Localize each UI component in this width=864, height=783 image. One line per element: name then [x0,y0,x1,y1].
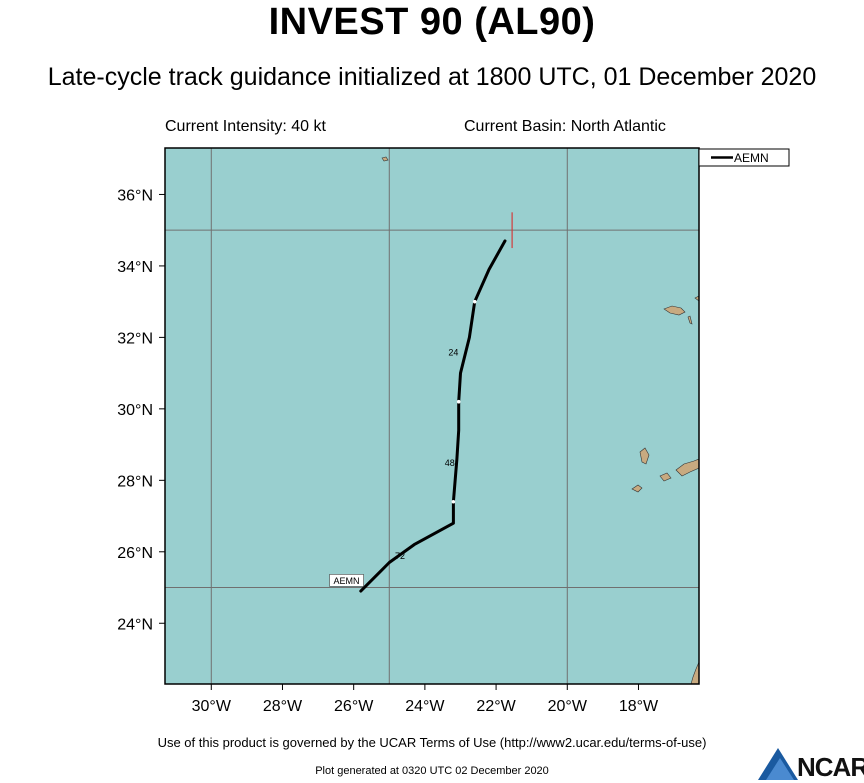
terms-of-use: Use of this product is governed by the U… [157,735,707,750]
current-intensity: Current Intensity: 40 kt [165,118,326,135]
tau-label: 24 [448,347,458,357]
ncar-logo-text: NCAR [797,752,864,782]
lon-tick-label: 30°W [192,698,232,715]
legend-box [698,148,790,167]
land-madeira [663,305,686,316]
generated-time: Plot generated at 0320 UTC 02 December 2… [315,765,549,777]
legend: AEMN [698,148,790,167]
lon-tick-label: 26°W [334,698,374,715]
land-porto-santo [694,295,699,302]
lon-tick-label: 28°W [263,698,303,715]
ncar-logo-icon [758,748,798,780]
track-end-label: AEMN [334,576,360,586]
track-end-label-box [329,574,364,587]
lon-axis: 30°W 28°W 26°W 24°W 22°W 20°W 18°W [192,684,659,715]
land-gomera [659,472,672,482]
tau-marker [472,299,477,304]
lon-tick-label: 20°W [548,698,588,715]
land-el-hierro [631,484,643,493]
ocean-area [165,148,699,684]
grid-lines [165,148,699,684]
tau-marker [456,399,461,404]
lon-tick-label: 24°W [405,698,445,715]
land-la-palma [639,447,650,465]
chart-subtitle: Late-cycle track guidance initialized at… [47,63,817,91]
land-desertas [687,315,693,325]
lat-tick-label: 34°N [117,259,153,276]
land-tenerife [675,458,699,477]
chart-title: INVEST 90 (AL90) [268,1,596,43]
lon-tick-label: 22°W [476,698,516,715]
plot-frame [164,147,700,685]
legend-label: AEMN [734,151,769,165]
tau-marker [451,499,456,504]
current-basin: Current Basin: North Atlantic [464,118,666,135]
land-islet [381,156,389,162]
lat-tick-label: 24°N [117,616,153,633]
lat-tick-label: 32°N [117,330,153,347]
lat-tick-label: 26°N [117,545,153,562]
lat-tick-label: 36°N [117,187,153,204]
lat-axis: 36°N 34°N 32°N 30°N 28°N 26°N 24°N [117,187,165,633]
land-layer [381,156,699,684]
track-layer: 24 48 72 AEMN [329,239,507,593]
lon-tick-label: 18°W [619,698,659,715]
lat-tick-label: 30°N [117,402,153,419]
tau-label: 72 [395,551,405,561]
tau-label: 48 [445,458,455,468]
land-african-coast [690,661,699,684]
lat-tick-label: 28°N [117,473,153,490]
